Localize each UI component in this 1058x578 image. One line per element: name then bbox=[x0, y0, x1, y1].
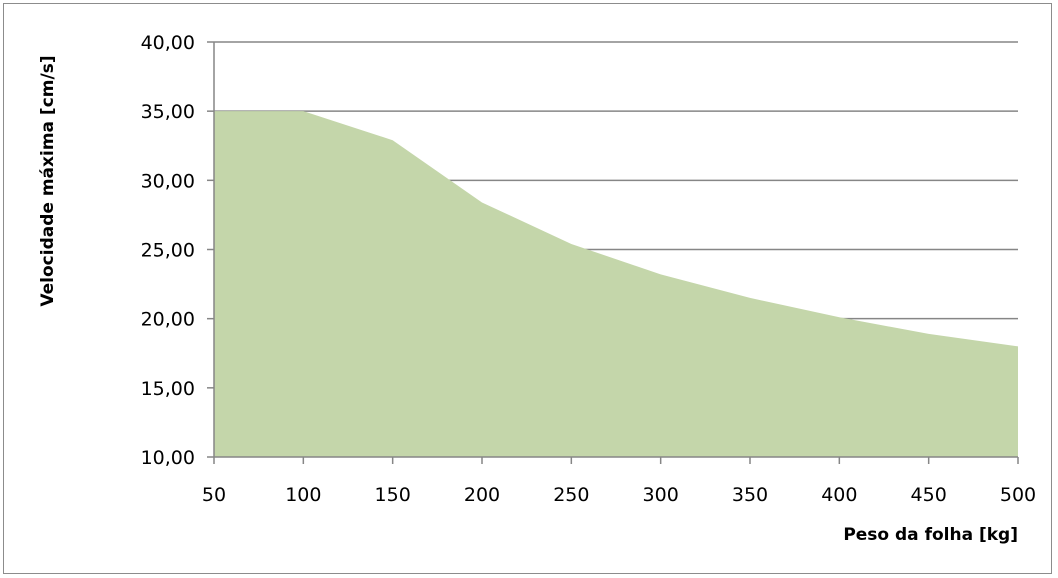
y-axis-title: Velocidade máxima [cm/s] bbox=[38, 55, 58, 306]
x-tick-label: 200 bbox=[464, 484, 500, 506]
x-tick-label: 350 bbox=[732, 484, 768, 506]
area-fill bbox=[214, 111, 1018, 458]
y-tick-label: 15,00 bbox=[141, 378, 195, 400]
x-axis-title: Peso da folha [kg] bbox=[843, 525, 1018, 545]
x-tick-label: 400 bbox=[821, 484, 857, 506]
y-tick-label: 35,00 bbox=[141, 101, 195, 123]
y-tick-label: 20,00 bbox=[141, 309, 195, 331]
area-series bbox=[214, 111, 1018, 458]
y-tick-label: 30,00 bbox=[141, 170, 195, 192]
x-tick-label: 450 bbox=[911, 484, 947, 506]
x-tick-label: 250 bbox=[553, 484, 589, 506]
y-tick-labels: 10,00 15,00 20,00 25,00 30,00 35,00 40,00 bbox=[141, 32, 195, 469]
x-tick-label: 100 bbox=[285, 484, 321, 506]
x-tick-label: 300 bbox=[643, 484, 679, 506]
x-tick-label: 150 bbox=[375, 484, 411, 506]
y-tick-label: 40,00 bbox=[141, 32, 195, 54]
axes bbox=[207, 41, 1019, 464]
x-tick-label: 500 bbox=[1000, 484, 1036, 506]
y-tick-label: 25,00 bbox=[141, 240, 195, 262]
y-tick-label: 10,00 bbox=[141, 447, 195, 469]
x-tick-labels: 50 100 150 200 250 300 350 400 450 500 bbox=[202, 484, 1036, 506]
x-tick-label: 50 bbox=[202, 484, 226, 506]
